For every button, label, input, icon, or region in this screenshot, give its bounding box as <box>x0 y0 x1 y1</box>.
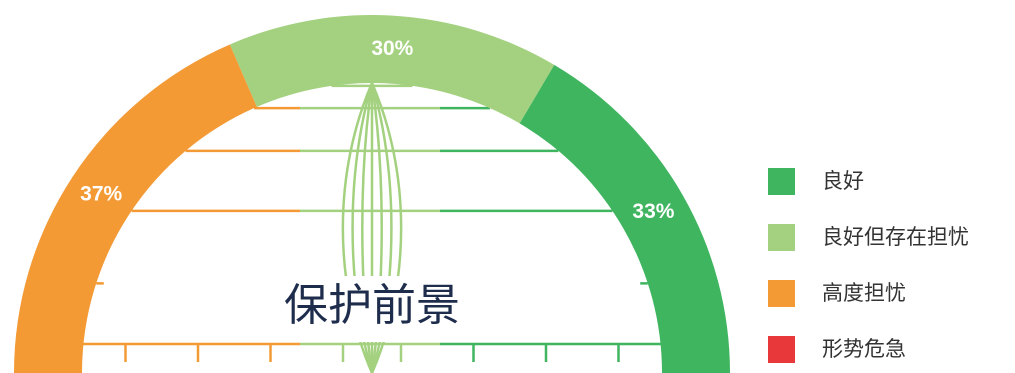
segment-label: 33% <box>632 200 674 223</box>
legend-swatch <box>768 280 795 307</box>
segment <box>14 44 257 373</box>
legend-label: 良好 <box>822 169 864 193</box>
chart-title: 保护前景 <box>284 280 460 331</box>
segment <box>519 64 730 373</box>
segment-label: 37% <box>80 183 122 206</box>
legend-label: 形势危急 <box>822 337 906 361</box>
segment-label: 30% <box>371 37 413 60</box>
legend-swatch <box>768 168 795 195</box>
legend-label: 良好但存在担忧 <box>822 225 969 249</box>
legend-swatch <box>768 224 795 251</box>
globe <box>82 82 662 373</box>
segment <box>229 15 555 124</box>
title-band <box>103 276 641 342</box>
legend-swatch <box>768 336 795 363</box>
legend-label: 高度担忧 <box>822 281 906 305</box>
